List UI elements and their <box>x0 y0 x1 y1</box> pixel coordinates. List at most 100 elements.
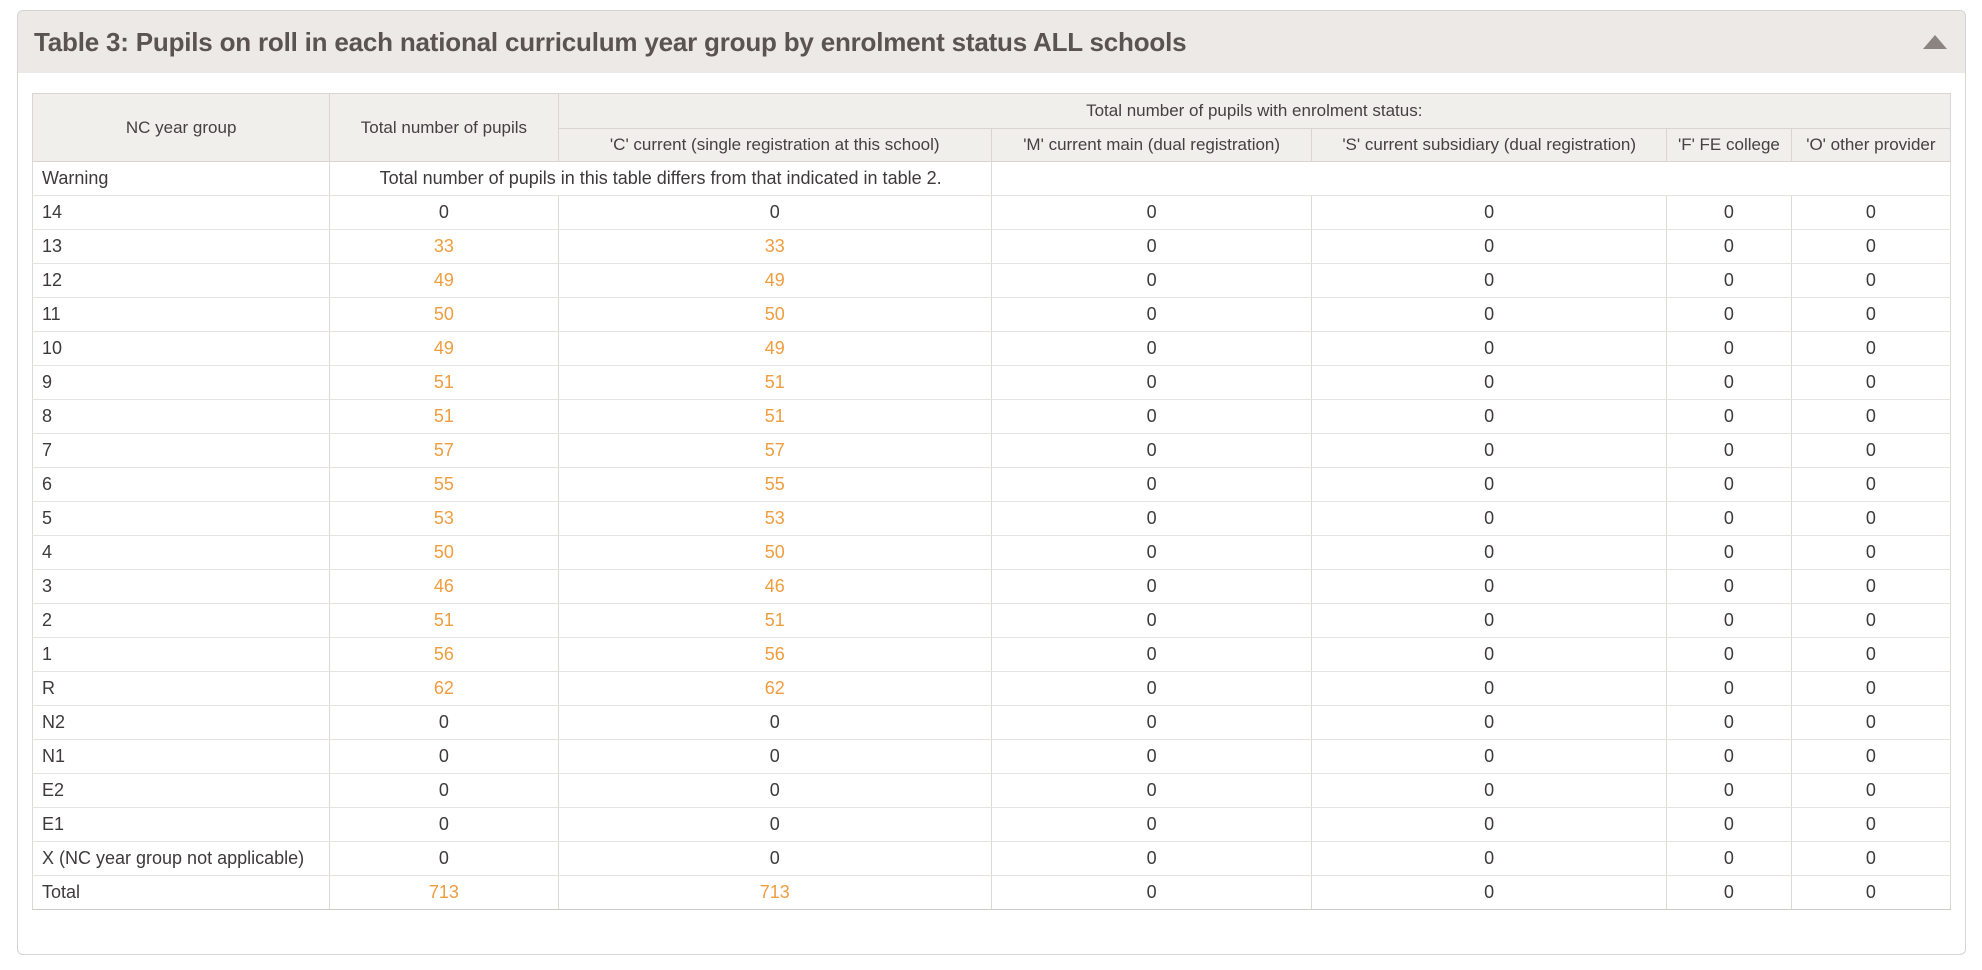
table-row: 2 51 51 0 0 0 0 <box>31 603 1952 638</box>
cell-s: 0 <box>1311 263 1668 298</box>
table-row: 13 33 33 0 0 0 0 <box>31 229 1952 264</box>
cell-f: 0 <box>1666 739 1792 774</box>
cell-total: 0 <box>329 773 559 808</box>
cell-f: 0 <box>1666 671 1792 706</box>
cell-f: 0 <box>1666 705 1792 740</box>
cell-o: 0 <box>1790 365 1952 400</box>
cell-s: 0 <box>1311 705 1668 740</box>
cell-c: 0 <box>557 841 992 876</box>
cell-c: 50 <box>557 535 992 570</box>
table-row: 14 0 0 0 0 0 0 <box>31 195 1952 230</box>
cell-total: 51 <box>329 399 559 434</box>
year-group-cell: 14 <box>31 195 331 230</box>
cell-o: 0 <box>1790 841 1952 876</box>
warning-label-cell: Warning <box>31 161 331 196</box>
cell-total: 0 <box>329 739 559 774</box>
cell-total: 0 <box>329 705 559 740</box>
pupils-enrolment-table: NC year group Total number of pupils Tot… <box>31 93 1952 910</box>
year-group-cell: R <box>31 671 331 706</box>
cell-total: 49 <box>329 263 559 298</box>
cell-f: 0 <box>1666 297 1792 332</box>
cell-s: 0 <box>1311 603 1668 638</box>
table-row: 10 49 49 0 0 0 0 <box>31 331 1952 366</box>
cell-s: 0 <box>1311 297 1668 332</box>
cell-f: 0 <box>1666 569 1792 604</box>
year-group-cell: Total <box>31 875 331 910</box>
col-header-enrolment-status-group: Total number of pupils with enrolment st… <box>557 93 1952 129</box>
cell-f: 0 <box>1666 501 1792 536</box>
total-row: Total 713 713 0 0 0 0 <box>31 875 1952 910</box>
table-row: 9 51 51 0 0 0 0 <box>31 365 1952 400</box>
table-row: 6 55 55 0 0 0 0 <box>31 467 1952 502</box>
cell-o: 0 <box>1790 535 1952 570</box>
cell-c: 53 <box>557 501 992 536</box>
cell-s: 0 <box>1311 875 1668 910</box>
warning-row: Warning Total number of pupils in this t… <box>31 161 1952 196</box>
cell-m: 0 <box>990 569 1313 604</box>
cell-f: 0 <box>1666 875 1792 910</box>
cell-m: 0 <box>990 807 1313 842</box>
cell-f: 0 <box>1666 841 1792 876</box>
collapse-arrow-icon[interactable] <box>1923 35 1947 49</box>
cell-m: 0 <box>990 365 1313 400</box>
table-row: 3 46 46 0 0 0 0 <box>31 569 1952 604</box>
cell-o: 0 <box>1790 195 1952 230</box>
cell-c: 50 <box>557 297 992 332</box>
col-header-status-3: 'F' FE college <box>1666 128 1792 162</box>
year-group-cell: 9 <box>31 365 331 400</box>
year-group-cell: 5 <box>31 501 331 536</box>
cell-c: 51 <box>557 603 992 638</box>
cell-s: 0 <box>1311 637 1668 672</box>
cell-o: 0 <box>1790 331 1952 366</box>
year-group-cell: 4 <box>31 535 331 570</box>
cell-c: 0 <box>557 195 992 230</box>
cell-m: 0 <box>990 399 1313 434</box>
cell-o: 0 <box>1790 875 1952 910</box>
cell-m: 0 <box>990 603 1313 638</box>
cell-m: 0 <box>990 263 1313 298</box>
cell-total: 50 <box>329 535 559 570</box>
cell-total: 0 <box>329 195 559 230</box>
cell-m: 0 <box>990 705 1313 740</box>
table-header: NC year group Total number of pupils Tot… <box>31 93 1952 162</box>
cell-o: 0 <box>1790 603 1952 638</box>
year-group-cell: N2 <box>31 705 331 740</box>
table-row: E1 0 0 0 0 0 0 <box>31 807 1952 842</box>
cell-o: 0 <box>1790 569 1952 604</box>
table-row: 7 57 57 0 0 0 0 <box>31 433 1952 468</box>
cell-f: 0 <box>1666 637 1792 672</box>
table-row: 11 50 50 0 0 0 0 <box>31 297 1952 332</box>
cell-m: 0 <box>990 229 1313 264</box>
cell-c: 0 <box>557 773 992 808</box>
table-row: 12 49 49 0 0 0 0 <box>31 263 1952 298</box>
cell-total: 57 <box>329 433 559 468</box>
cell-total: 62 <box>329 671 559 706</box>
cell-m: 0 <box>990 671 1313 706</box>
table-row: 8 51 51 0 0 0 0 <box>31 399 1952 434</box>
year-group-cell: 8 <box>31 399 331 434</box>
cell-f: 0 <box>1666 807 1792 842</box>
header-row-2: 'C' current (single registration at this… <box>33 128 1952 162</box>
cell-o: 0 <box>1790 229 1952 264</box>
cell-total: 46 <box>329 569 559 604</box>
table-row: 5 53 53 0 0 0 0 <box>31 501 1952 536</box>
cell-o: 0 <box>1790 399 1952 434</box>
cell-m: 0 <box>990 433 1313 468</box>
cell-f: 0 <box>1666 399 1792 434</box>
cell-s: 0 <box>1311 399 1668 434</box>
cell-c: 49 <box>557 263 992 298</box>
table3-panel: Table 3: Pupils on roll in each national… <box>17 10 1966 955</box>
cell-f: 0 <box>1666 773 1792 808</box>
cell-f: 0 <box>1666 603 1792 638</box>
cell-total: 0 <box>329 841 559 876</box>
cell-c: 0 <box>557 739 992 774</box>
col-header-total-pupils: Total number of pupils <box>329 93 559 162</box>
cell-m: 0 <box>990 467 1313 502</box>
table-row: E2 0 0 0 0 0 0 <box>31 773 1952 808</box>
cell-s: 0 <box>1311 433 1668 468</box>
year-group-cell: X (NC year group not applicable) <box>31 841 331 876</box>
cell-o: 0 <box>1790 433 1952 468</box>
col-header-nc-year-group: NC year group <box>31 93 331 162</box>
cell-c: 55 <box>557 467 992 502</box>
